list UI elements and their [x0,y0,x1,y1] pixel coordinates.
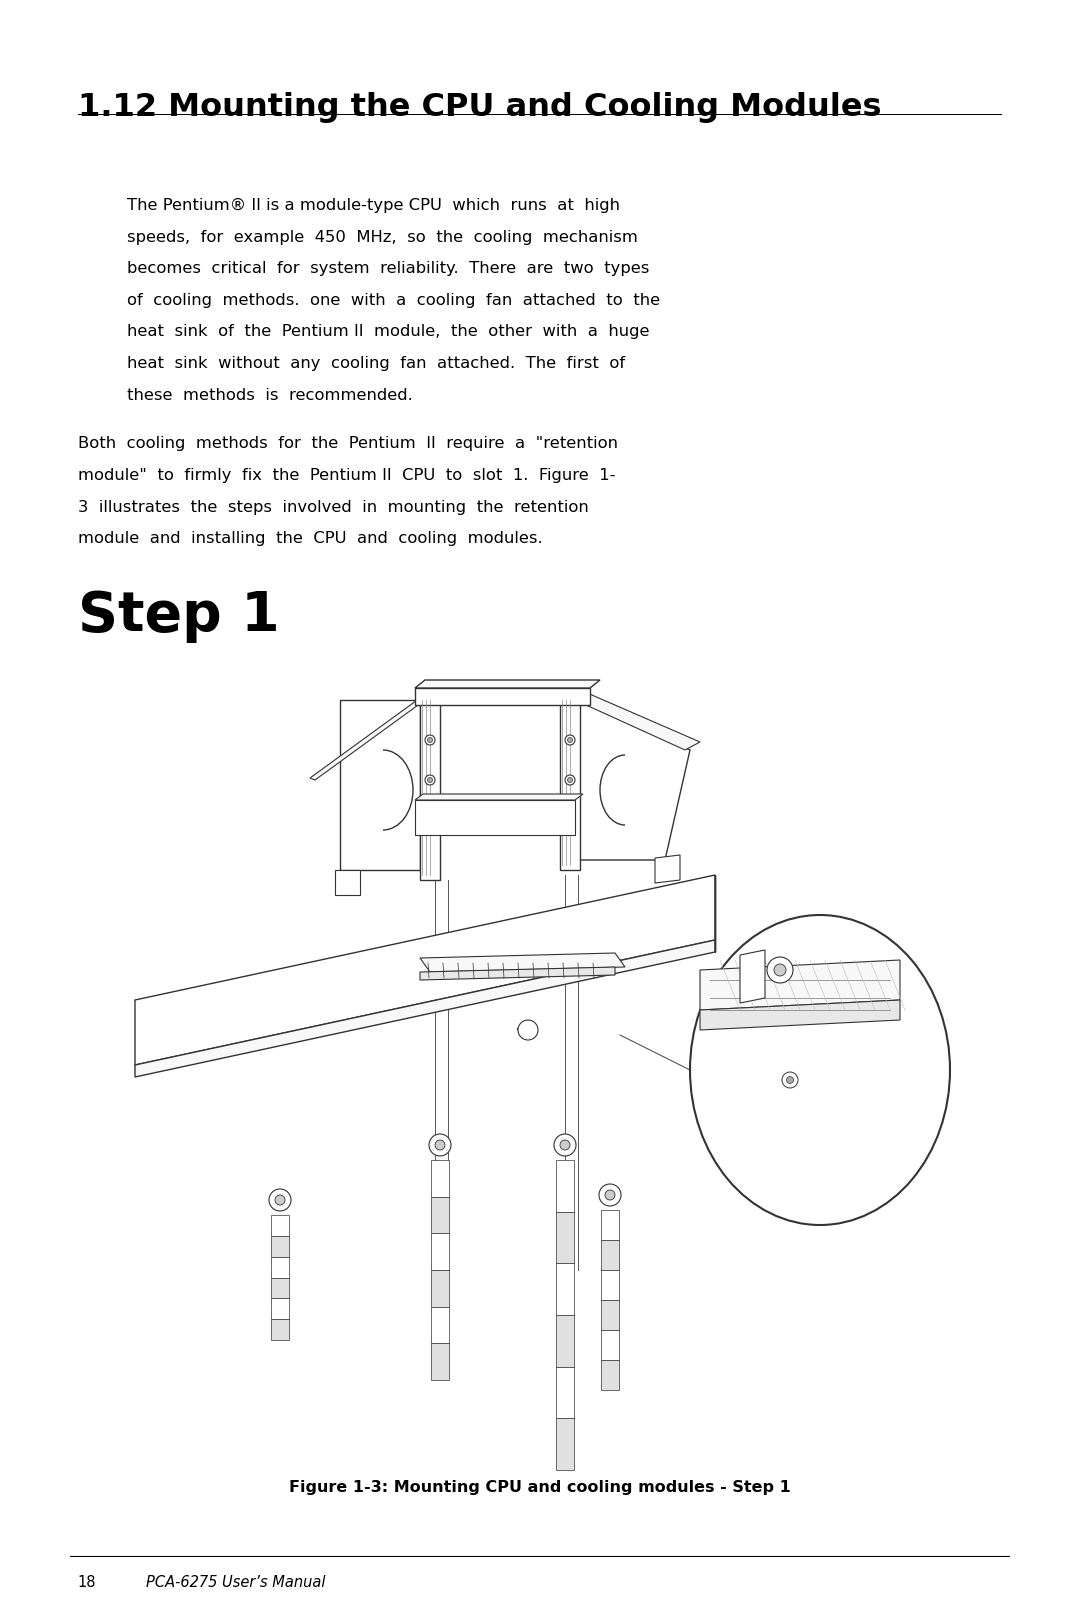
Circle shape [428,777,432,782]
Polygon shape [415,800,575,835]
Text: module  and  installing  the  CPU  and  cooling  modules.: module and installing the CPU and coolin… [78,530,542,547]
Circle shape [426,735,435,744]
Polygon shape [135,874,715,1066]
Circle shape [426,775,435,785]
Text: these  methods  is  recommended.: these methods is recommended. [127,388,414,402]
Text: 3  illustrates  the  steps  involved  in  mounting  the  retention: 3 illustrates the steps involved in moun… [78,500,589,514]
Polygon shape [135,941,715,1077]
Polygon shape [556,1418,573,1470]
Polygon shape [271,1215,289,1236]
Polygon shape [431,1270,449,1307]
Circle shape [561,1140,570,1150]
Polygon shape [556,1160,573,1212]
Polygon shape [556,1315,573,1367]
Circle shape [275,1195,285,1205]
Polygon shape [700,1001,900,1030]
Text: of  cooling  methods.  one  with  a  cooling  fan  attached  to  the: of cooling methods. one with a cooling f… [127,292,661,308]
Polygon shape [420,954,625,972]
Polygon shape [335,869,360,895]
Polygon shape [575,693,700,749]
Polygon shape [271,1257,289,1278]
Circle shape [429,1134,451,1156]
Polygon shape [654,855,680,882]
Polygon shape [580,701,690,860]
Polygon shape [431,1197,449,1233]
Text: speeds,  for  example  450  MHz,  so  the  cooling  mechanism: speeds, for example 450 MHz, so the cool… [127,229,638,245]
Polygon shape [700,960,900,1011]
Polygon shape [271,1298,289,1319]
Text: 1.12 Mounting the CPU and Cooling Modules: 1.12 Mounting the CPU and Cooling Module… [78,91,881,123]
Polygon shape [431,1307,449,1343]
Polygon shape [600,1270,619,1299]
Polygon shape [556,1367,573,1418]
Circle shape [269,1189,291,1212]
Circle shape [518,1020,538,1040]
Text: heat  sink  of  the  Pentium II  module,  the  other  with  a  huge: heat sink of the Pentium II module, the … [127,324,650,339]
Polygon shape [431,1160,449,1197]
Polygon shape [600,1330,619,1359]
Text: becomes  critical  for  system  reliability.  There  are  two  types: becomes critical for system reliability.… [127,261,650,276]
Polygon shape [415,680,600,688]
Polygon shape [556,1212,573,1264]
Polygon shape [340,701,420,869]
Text: Step 1: Step 1 [78,589,280,642]
Polygon shape [271,1278,289,1298]
Polygon shape [420,694,440,881]
Polygon shape [271,1236,289,1257]
Circle shape [567,777,572,782]
Text: The Pentium® II is a module-type CPU  which  runs  at  high: The Pentium® II is a module-type CPU whi… [127,198,620,212]
Polygon shape [431,1233,449,1270]
Circle shape [435,1140,445,1150]
Text: heat  sink  without  any  cooling  fan  attached.  The  first  of: heat sink without any cooling fan attach… [127,357,625,371]
Polygon shape [431,1343,449,1380]
Polygon shape [271,1319,289,1340]
Circle shape [565,735,575,744]
Circle shape [605,1191,615,1200]
Polygon shape [556,1264,573,1315]
Text: Both  cooling  methods  for  the  Pentium  II  require  a  "retention: Both cooling methods for the Pentium II … [78,436,618,451]
Text: Figure 1-3: Mounting CPU and cooling modules - Step 1: Figure 1-3: Mounting CPU and cooling mod… [289,1479,791,1495]
Text: module"  to  firmly  fix  the  Pentium II  CPU  to  slot  1.  Figure  1-: module" to firmly fix the Pentium II CPU… [78,467,616,483]
Polygon shape [740,950,765,1002]
Circle shape [565,775,575,785]
Circle shape [428,738,432,743]
Circle shape [774,963,786,976]
Circle shape [554,1134,576,1156]
Polygon shape [561,694,580,869]
Circle shape [767,957,793,983]
Polygon shape [415,795,583,800]
Circle shape [567,738,572,743]
Polygon shape [600,1210,619,1239]
Polygon shape [310,697,426,780]
Polygon shape [600,1359,619,1390]
Polygon shape [600,1239,619,1270]
Circle shape [599,1184,621,1207]
Circle shape [782,1072,798,1088]
Ellipse shape [690,915,950,1225]
Polygon shape [420,967,615,980]
Polygon shape [415,688,590,706]
Text: PCA-6275 User’s Manual: PCA-6275 User’s Manual [146,1575,325,1590]
Polygon shape [600,1299,619,1330]
Text: 18: 18 [78,1575,96,1590]
Circle shape [786,1077,794,1083]
